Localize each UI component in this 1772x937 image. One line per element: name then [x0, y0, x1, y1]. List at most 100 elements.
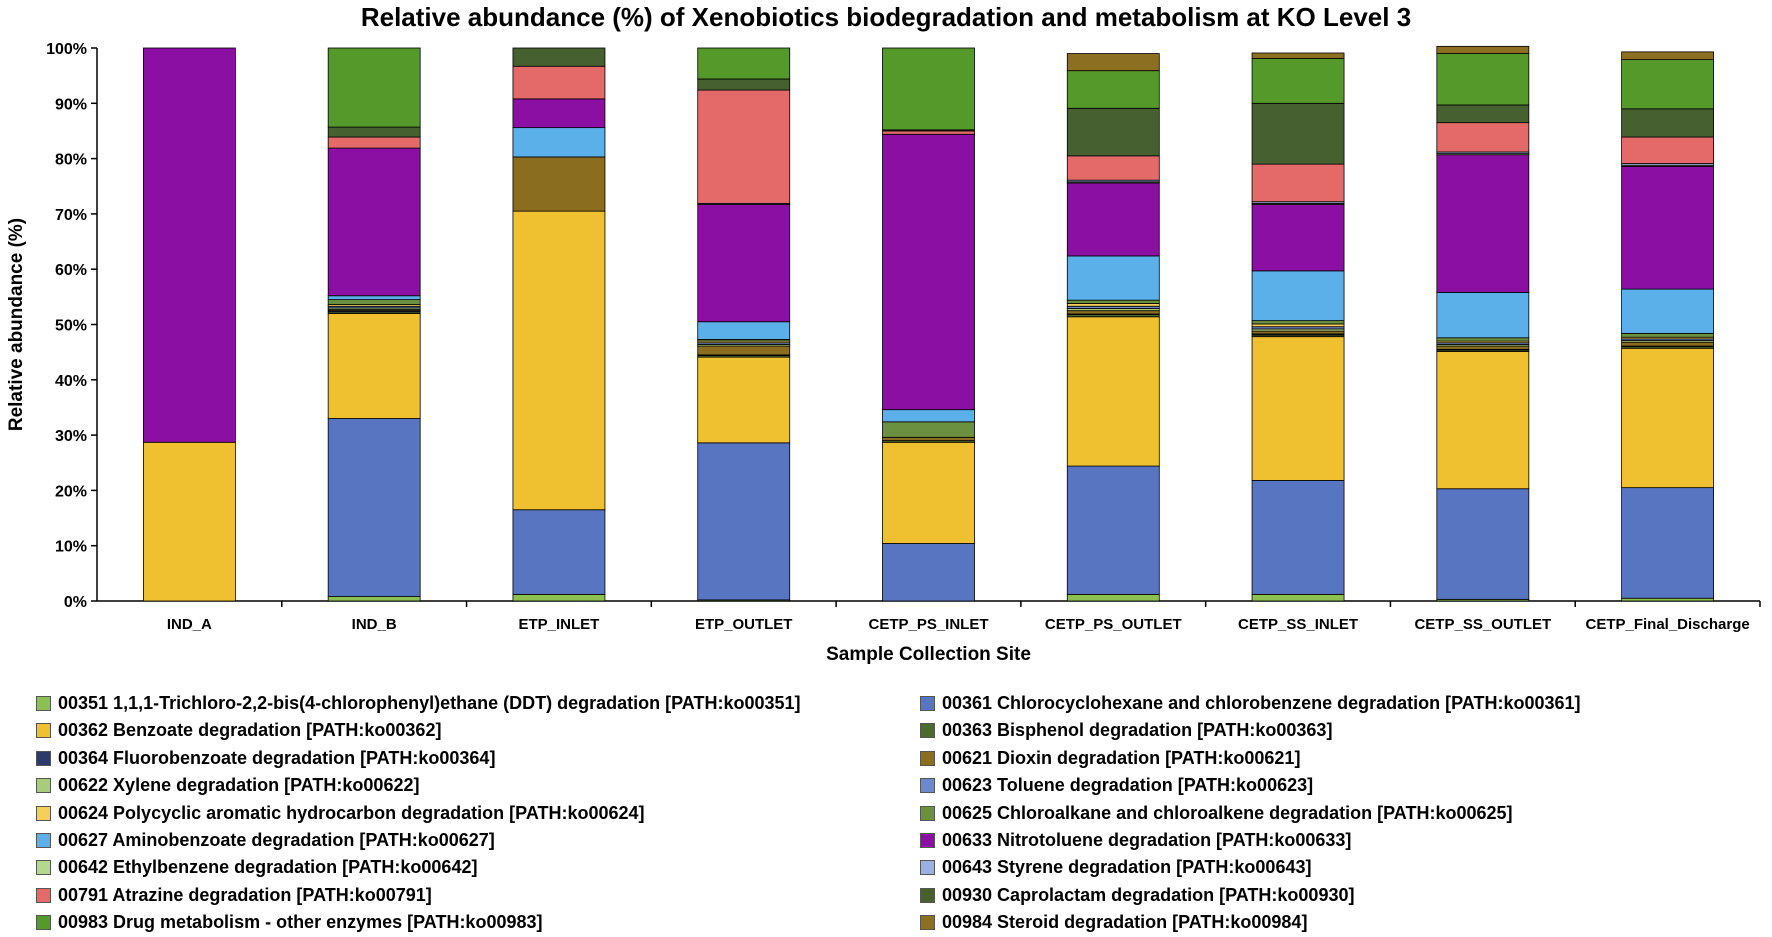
bar-segment-cetp-ps-inlet-00633 — [882, 133, 975, 411]
bar-segment-etp-inlet-00791 — [512, 65, 606, 100]
bar-segment-ind-a-00633 — [142, 47, 236, 443]
legend-swatch — [920, 723, 935, 739]
legend-swatch — [36, 750, 51, 766]
legend-label: 00791 Atrazine degradation [PATH:ko00791… — [58, 884, 432, 905]
bar-segment-cetp-ss-outlet-00633 — [1436, 154, 1530, 293]
legend-swatch — [920, 915, 935, 931]
bar-segment-cetp-ps-inlet-00361 — [882, 543, 975, 602]
legend-label: 00364 Fluorobenzoate degradation [PATH:k… — [58, 747, 496, 768]
bar-segment-etp-inlet-00361 — [512, 509, 606, 595]
bar-segment-cetp-ss-outlet-00791 — [1436, 122, 1530, 153]
bar-segment-cetp-ps-outlet-00361 — [1066, 465, 1160, 595]
bar-segment-cetp-ps-inlet-00627 — [882, 409, 975, 423]
bar-segment-etp-outlet-00983 — [697, 47, 791, 80]
legend-label: 00351 1,1,1-Trichloro-2,2-bis(4-chloroph… — [58, 693, 801, 713]
legend-label: 00362 Benzoate degradation [PATH:ko00362… — [58, 720, 442, 741]
bar-segment-cetp-ps-outlet-00351 — [1066, 593, 1160, 602]
y-tick-label: 60% — [55, 262, 87, 279]
bar-segment-cetp-final-discharge-00984 — [1621, 51, 1715, 61]
bar-segment-cetp-ps-outlet-00625 — [1066, 299, 1160, 304]
bar-segment-cetp-ss-outlet-00362 — [1436, 351, 1530, 490]
bar-segment-cetp-ss-outlet-00621 — [1436, 345, 1530, 350]
legend-swatch — [920, 750, 935, 766]
legend-swatch — [36, 805, 51, 821]
bar-segment-cetp-ss-inlet-00627 — [1251, 270, 1345, 322]
y-tick-label: 20% — [55, 483, 87, 500]
bar-segment-cetp-ss-inlet-00621 — [1251, 330, 1345, 335]
bar-segment-cetp-ss-inlet-00984 — [1251, 52, 1345, 59]
bar-segment-etp-inlet-00627 — [512, 127, 606, 158]
legend-item: 00622 Xylene degradation [PATH:ko00622] — [36, 772, 419, 799]
bar-segment-cetp-ss-inlet-00624 — [1251, 323, 1345, 328]
y-tick-label: 10% — [55, 539, 87, 556]
bar-segment-cetp-ss-inlet-00791 — [1251, 163, 1345, 203]
legend-item: 00642 Ethylbenzene degradation [PATH:ko0… — [36, 854, 477, 881]
legend-item: 00623 Toluene degradation [PATH:ko00623] — [920, 772, 1313, 799]
legend-label: 00363 Bisphenol degradation [PATH:ko0036… — [942, 720, 1333, 741]
y-tick-label: 100% — [46, 41, 87, 58]
bar-segment-cetp-ps-outlet-00930 — [1066, 107, 1160, 157]
legend-swatch — [920, 860, 935, 876]
chart-title: Relative abundance (%) of Xenobiotics bi… — [360, 2, 1412, 32]
bar-segment-ind-b-00791 — [327, 136, 421, 149]
bar-segment-etp-outlet-00633 — [697, 204, 791, 323]
bar-segment-cetp-ps-outlet-00362 — [1066, 316, 1160, 467]
x-tick-label: ETP_INLET — [519, 616, 600, 633]
bar-segment-cetp-ss-outlet-00625 — [1436, 337, 1530, 342]
bar-segment-etp-outlet-00930 — [697, 78, 791, 91]
bar-segment-cetp-ps-outlet-00627 — [1066, 255, 1160, 301]
bar-segment-etp-outlet-00361 — [697, 442, 791, 601]
bar-segment-cetp-ss-outlet-00984 — [1436, 45, 1530, 54]
bar-segment-cetp-ps-inlet-00625 — [882, 421, 975, 438]
legend-item: 00625 Chloroalkane and chloroalkene degr… — [920, 800, 1513, 827]
legend-item: 00984 Steroid degradation [PATH:ko00984] — [920, 909, 1307, 936]
bar-segment-cetp-ss-inlet-00625 — [1251, 320, 1345, 325]
legend-item: 00361 Chlorocyclohexane and chlorobenzen… — [920, 690, 1581, 717]
bar-segment-etp-outlet-00627 — [697, 321, 791, 340]
bar-segment-cetp-ps-inlet-00983 — [882, 47, 975, 131]
bar-segment-cetp-final-discharge-00930 — [1621, 108, 1715, 138]
legend-swatch — [36, 723, 51, 739]
legend-swatch — [36, 915, 51, 931]
bar-segment-ind-b-00627 — [327, 295, 421, 301]
bar-segment-ind-a-00362 — [142, 441, 236, 602]
legend-label: 00642 Ethylbenzene degradation [PATH:ko0… — [58, 857, 478, 878]
x-tick-label: IND_B — [352, 616, 397, 633]
bar-segment-cetp-final-discharge-00791 — [1621, 136, 1715, 164]
legend-label: 00361 Chlorocyclohexane and chlorobenzen… — [942, 693, 1581, 713]
bar-segment-etp-inlet-00362 — [512, 210, 606, 511]
bar-segment-cetp-final-discharge-00362 — [1621, 347, 1715, 489]
legend-item: 00624 Polycyclic aromatic hydrocarbon de… — [36, 800, 645, 827]
legend-swatch — [36, 778, 51, 794]
legend-swatch — [920, 778, 935, 794]
legend-item: 00643 Styrene degradation [PATH:ko00643] — [920, 854, 1311, 881]
bar-segment-cetp-ps-inlet-00362 — [882, 441, 975, 544]
x-tick-label: CETP_SS_INLET — [1238, 616, 1358, 633]
bar-segment-etp-outlet-00791 — [697, 89, 791, 204]
legend-label: 00621 Dioxin degradation [PATH:ko00621] — [942, 747, 1301, 768]
legend-swatch — [36, 887, 51, 903]
y-tick-label: 0% — [64, 594, 87, 611]
legend-item: 00363 Bisphenol degradation [PATH:ko0036… — [920, 717, 1332, 744]
legend-label: 00625 Chloroalkane and chloroalkene degr… — [942, 802, 1513, 823]
bar-segment-cetp-ps-outlet-00983 — [1066, 70, 1160, 109]
legend-label: 00930 Caprolactam degradation [PATH:ko00… — [942, 884, 1355, 905]
legend-swatch — [920, 833, 935, 848]
legend-swatch — [920, 696, 935, 711]
bar-segment-ind-b-00625 — [327, 299, 421, 305]
bar-segment-cetp-ss-inlet-00362 — [1251, 336, 1345, 481]
x-tick-label: CETP_PS_INLET — [868, 616, 988, 633]
bar-segment-etp-outlet-00362 — [697, 356, 791, 444]
bar-segment-cetp-ps-inlet-00791 — [882, 130, 975, 135]
bar-segment-cetp-final-discharge-00621 — [1621, 341, 1715, 347]
y-tick-label: 30% — [55, 428, 87, 445]
legend-label: 00633 Nitrotoluene degradation [PATH:ko0… — [942, 830, 1352, 850]
legend-label: 00983 Drug metabolism - other enzymes [P… — [58, 912, 543, 933]
bar-segment-ind-b-00351 — [327, 596, 421, 602]
legend: 00351 1,1,1-Trichloro-2,2-bis(4-chloroph… — [0, 686, 1772, 937]
bar-segment-ind-b-00362 — [327, 313, 421, 419]
legend-item: 00983 Drug metabolism - other enzymes [P… — [36, 909, 543, 936]
bar-segment-cetp-ss-inlet-00983 — [1251, 58, 1345, 104]
legend-swatch — [36, 696, 51, 711]
legend-item: 00351 1,1,1-Trichloro-2,2-bis(4-chloroph… — [36, 690, 801, 717]
